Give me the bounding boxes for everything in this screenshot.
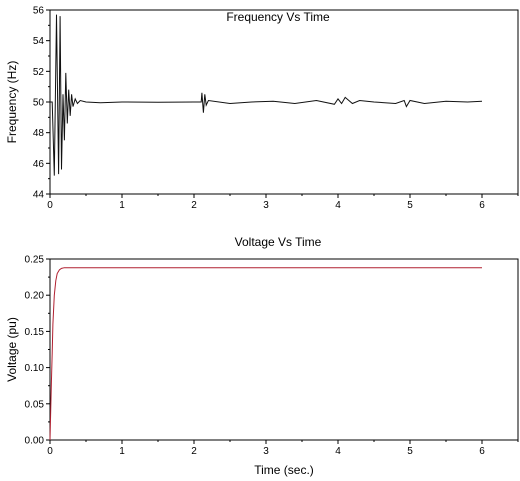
plot-frame (49, 258, 519, 441)
y-tick-label: 0.25 (25, 255, 45, 266)
x-tick-label: 6 (479, 200, 485, 211)
y-tick-label: 0.00 (25, 436, 45, 447)
y-tick-label: 48 (33, 128, 45, 139)
y-axis-title: Voltage (pu) (5, 317, 19, 382)
y-tick-label: 56 (33, 6, 45, 17)
chart-2: Voltage Vs Time 0 1 2 3 4 5 6 0.00 0.05 0.10 0.15 0.… (5, 235, 519, 477)
y-tick-label: 46 (33, 159, 45, 170)
y-tick-label: 0.15 (25, 327, 45, 338)
x-tick-label: 2 (191, 200, 197, 211)
x-tick-label: 0 (47, 446, 53, 457)
y-tick-label: 0.05 (25, 399, 45, 410)
chart-title: Frequency Vs Time (226, 10, 330, 24)
x-axis-title: Time (sec.) (254, 463, 314, 477)
y-tick-label: 0.10 (25, 363, 45, 374)
y-tick-label: 54 (33, 36, 45, 47)
x-tick-label: 2 (191, 446, 197, 457)
y-tick-label: 44 (33, 190, 45, 201)
x-tick-label: 3 (263, 446, 269, 457)
x-tick-label: 4 (335, 446, 341, 457)
x-tick-label: 1 (119, 200, 125, 211)
y-tick-label: 0.20 (25, 291, 45, 302)
series-line (50, 14, 483, 176)
x-tick-label: 0 (47, 200, 53, 211)
x-tick-label: 3 (263, 200, 269, 211)
y-axis-title: Frequency (Hz) (5, 61, 19, 144)
x-tick-label: 4 (335, 200, 341, 211)
x-tick-label: 1 (119, 446, 125, 457)
x-tick-label: 5 (407, 446, 413, 457)
chart-title: Voltage Vs Time (235, 235, 322, 249)
series-line (49, 267, 482, 441)
x-tick-label: 5 (407, 200, 413, 211)
y-tick-label: 52 (33, 67, 45, 78)
y-tick-label: 50 (33, 98, 45, 109)
x-tick-label: 6 (479, 446, 485, 457)
